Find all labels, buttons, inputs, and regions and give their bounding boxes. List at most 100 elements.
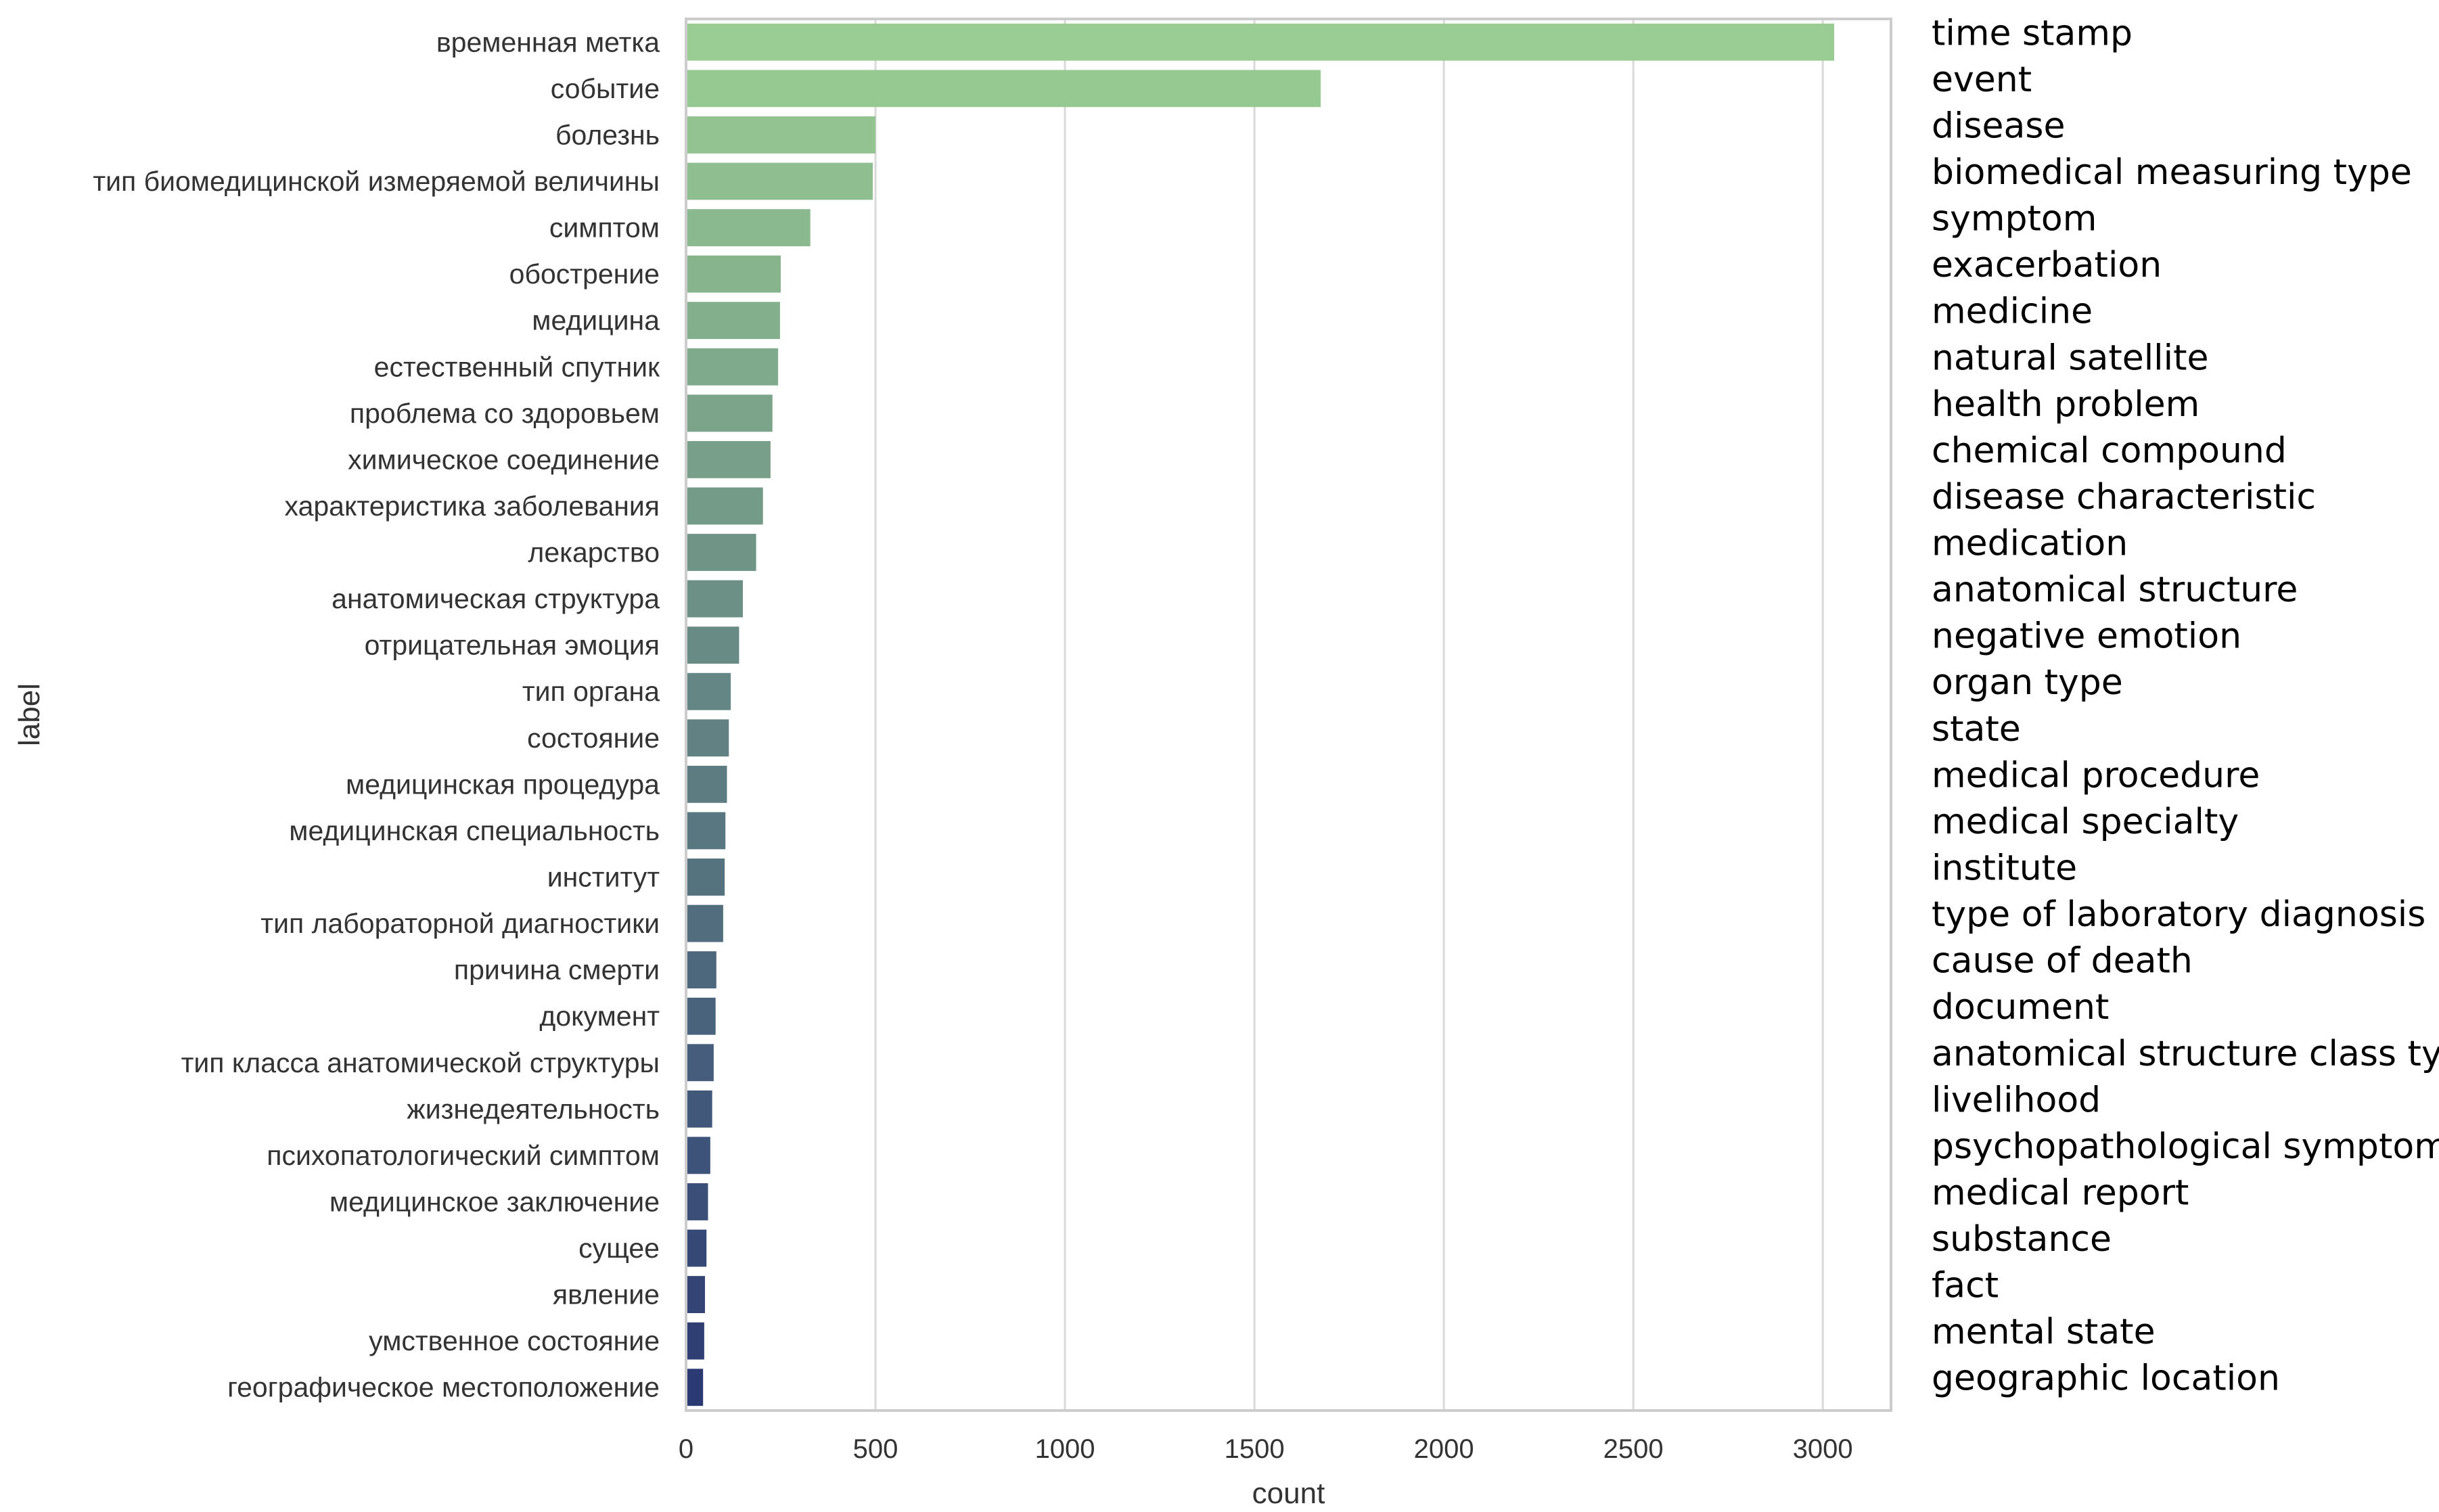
bar bbox=[686, 812, 726, 850]
bar bbox=[686, 1229, 707, 1267]
bar bbox=[686, 765, 727, 803]
bar bbox=[686, 487, 763, 525]
y-tick-label: жизнедеятельность bbox=[407, 1093, 660, 1124]
translation-label: negative emotion bbox=[1932, 616, 2241, 657]
bar bbox=[686, 302, 780, 340]
x-tick-label: 1500 bbox=[1225, 1434, 1285, 1464]
x-tick-label: 1000 bbox=[1035, 1434, 1095, 1464]
bar bbox=[686, 23, 1834, 61]
translation-label: organ type bbox=[1932, 662, 2123, 703]
translation-label: anatomical structure class type bbox=[1932, 1034, 2439, 1074]
bar bbox=[686, 951, 716, 989]
translation-label: institute bbox=[1932, 848, 2077, 888]
y-tick-label: симптом bbox=[549, 212, 660, 244]
translation-label: natural satellite bbox=[1932, 338, 2208, 378]
translation-label: fact bbox=[1932, 1266, 1999, 1306]
translation-label: event bbox=[1932, 60, 2032, 100]
translation-label: health problem bbox=[1932, 384, 2199, 425]
y-tick-label: болезнь bbox=[555, 119, 660, 150]
y-tick-label: географическое местоположение bbox=[227, 1372, 660, 1403]
translation-label: medication bbox=[1932, 524, 2128, 564]
y-tick-label: психопатологический симптом bbox=[267, 1140, 660, 1171]
translation-label: state bbox=[1932, 709, 2021, 750]
bar bbox=[686, 1137, 710, 1174]
x-tick-label: 500 bbox=[853, 1434, 898, 1464]
y-tick-label: явление bbox=[553, 1279, 660, 1310]
translation-label: disease bbox=[1932, 106, 2066, 146]
translation-label: medical specialty bbox=[1932, 802, 2239, 842]
bar bbox=[686, 255, 781, 293]
y-tick-label: умственное состояние bbox=[369, 1325, 660, 1356]
bar bbox=[686, 1276, 706, 1314]
translation-label: substance bbox=[1932, 1219, 2112, 1260]
bar bbox=[686, 394, 773, 432]
y-tick-label: анатомическая структура bbox=[332, 583, 660, 614]
x-tick-labels: 0 500 1000 1500 2000 2500 3000 bbox=[679, 1434, 1853, 1464]
y-tick-label: тип лабораторной диагностики bbox=[260, 908, 660, 939]
bar bbox=[686, 116, 876, 154]
translation-label: mental state bbox=[1932, 1312, 2156, 1352]
y-tick-label: медицинская процедура bbox=[346, 769, 660, 800]
y-tick-label: химическое соединение bbox=[348, 444, 660, 475]
bar-layer bbox=[686, 23, 1834, 1406]
bar bbox=[686, 209, 811, 246]
bar bbox=[686, 904, 723, 942]
translation-label: biomedical measuring type bbox=[1932, 152, 2412, 193]
y-tick-label: тип органа bbox=[522, 676, 660, 707]
y-axis-title: label bbox=[13, 683, 46, 746]
plot-frame bbox=[685, 18, 1892, 1412]
y-tick-label: тип класса анатомической структуры bbox=[181, 1047, 660, 1078]
translation-label: medical report bbox=[1932, 1172, 2189, 1213]
translation-label: exacerbation bbox=[1932, 245, 2162, 285]
y-tick-label: документ bbox=[539, 1001, 660, 1032]
bar bbox=[686, 440, 771, 478]
bar bbox=[686, 672, 731, 710]
translation-label: livelihood bbox=[1932, 1080, 2101, 1120]
x-tick-label: 2500 bbox=[1603, 1434, 1664, 1464]
bar bbox=[686, 162, 873, 200]
bar bbox=[686, 1369, 704, 1406]
y-tick-label: временная метка bbox=[436, 26, 660, 58]
grid-layer bbox=[874, 19, 1824, 1411]
bar bbox=[686, 997, 716, 1035]
translation-label: chemical compound bbox=[1932, 430, 2287, 471]
translation-labels: time stamp event disease biomedical measuri… bbox=[1932, 13, 2439, 1398]
bar bbox=[686, 1322, 704, 1360]
translation-label: geographic location bbox=[1932, 1358, 2280, 1399]
x-tick-label: 3000 bbox=[1793, 1434, 1853, 1464]
y-tick-label: медицинская специальность bbox=[289, 815, 660, 846]
bar bbox=[686, 626, 739, 664]
y-tick-label: событие bbox=[551, 73, 660, 104]
y-tick-label: лекарство bbox=[528, 537, 660, 568]
y-tick-label: медицина bbox=[532, 305, 660, 336]
y-tick-label: медицинское заключение bbox=[329, 1186, 660, 1217]
y-tick-label: естественный спутник bbox=[374, 351, 660, 382]
bar bbox=[686, 580, 744, 618]
translation-label: medical procedure bbox=[1932, 755, 2260, 796]
x-tick-label: 0 bbox=[679, 1434, 693, 1464]
translation-label: psychopathological symptom bbox=[1932, 1126, 2439, 1167]
y-tick-label: сущее bbox=[578, 1233, 660, 1264]
bar bbox=[686, 719, 729, 757]
bar bbox=[686, 534, 756, 571]
bar bbox=[686, 70, 1321, 108]
y-tick-label: состояние bbox=[527, 723, 660, 754]
y-tick-label: проблема со здоровьем bbox=[350, 398, 660, 429]
bar bbox=[686, 1044, 714, 1082]
translation-label: document bbox=[1932, 987, 2109, 1028]
x-tick-label: 2000 bbox=[1414, 1434, 1474, 1464]
translation-label: symptom bbox=[1932, 199, 2097, 239]
bar bbox=[686, 1183, 708, 1220]
x-axis-title: count bbox=[1252, 1477, 1325, 1509]
bar bbox=[686, 1090, 712, 1128]
translation-label: time stamp bbox=[1932, 13, 2133, 53]
y-tick-label: институт bbox=[547, 861, 660, 892]
y-tick-label: причина смерти bbox=[454, 955, 660, 986]
y-tick-label: тип биомедицинской измеряемой величины bbox=[93, 166, 660, 197]
bar bbox=[686, 348, 779, 386]
y-tick-label: обострение bbox=[509, 258, 660, 290]
y-tick-label: отрицательная эмоция bbox=[365, 630, 660, 661]
bar bbox=[686, 858, 725, 896]
